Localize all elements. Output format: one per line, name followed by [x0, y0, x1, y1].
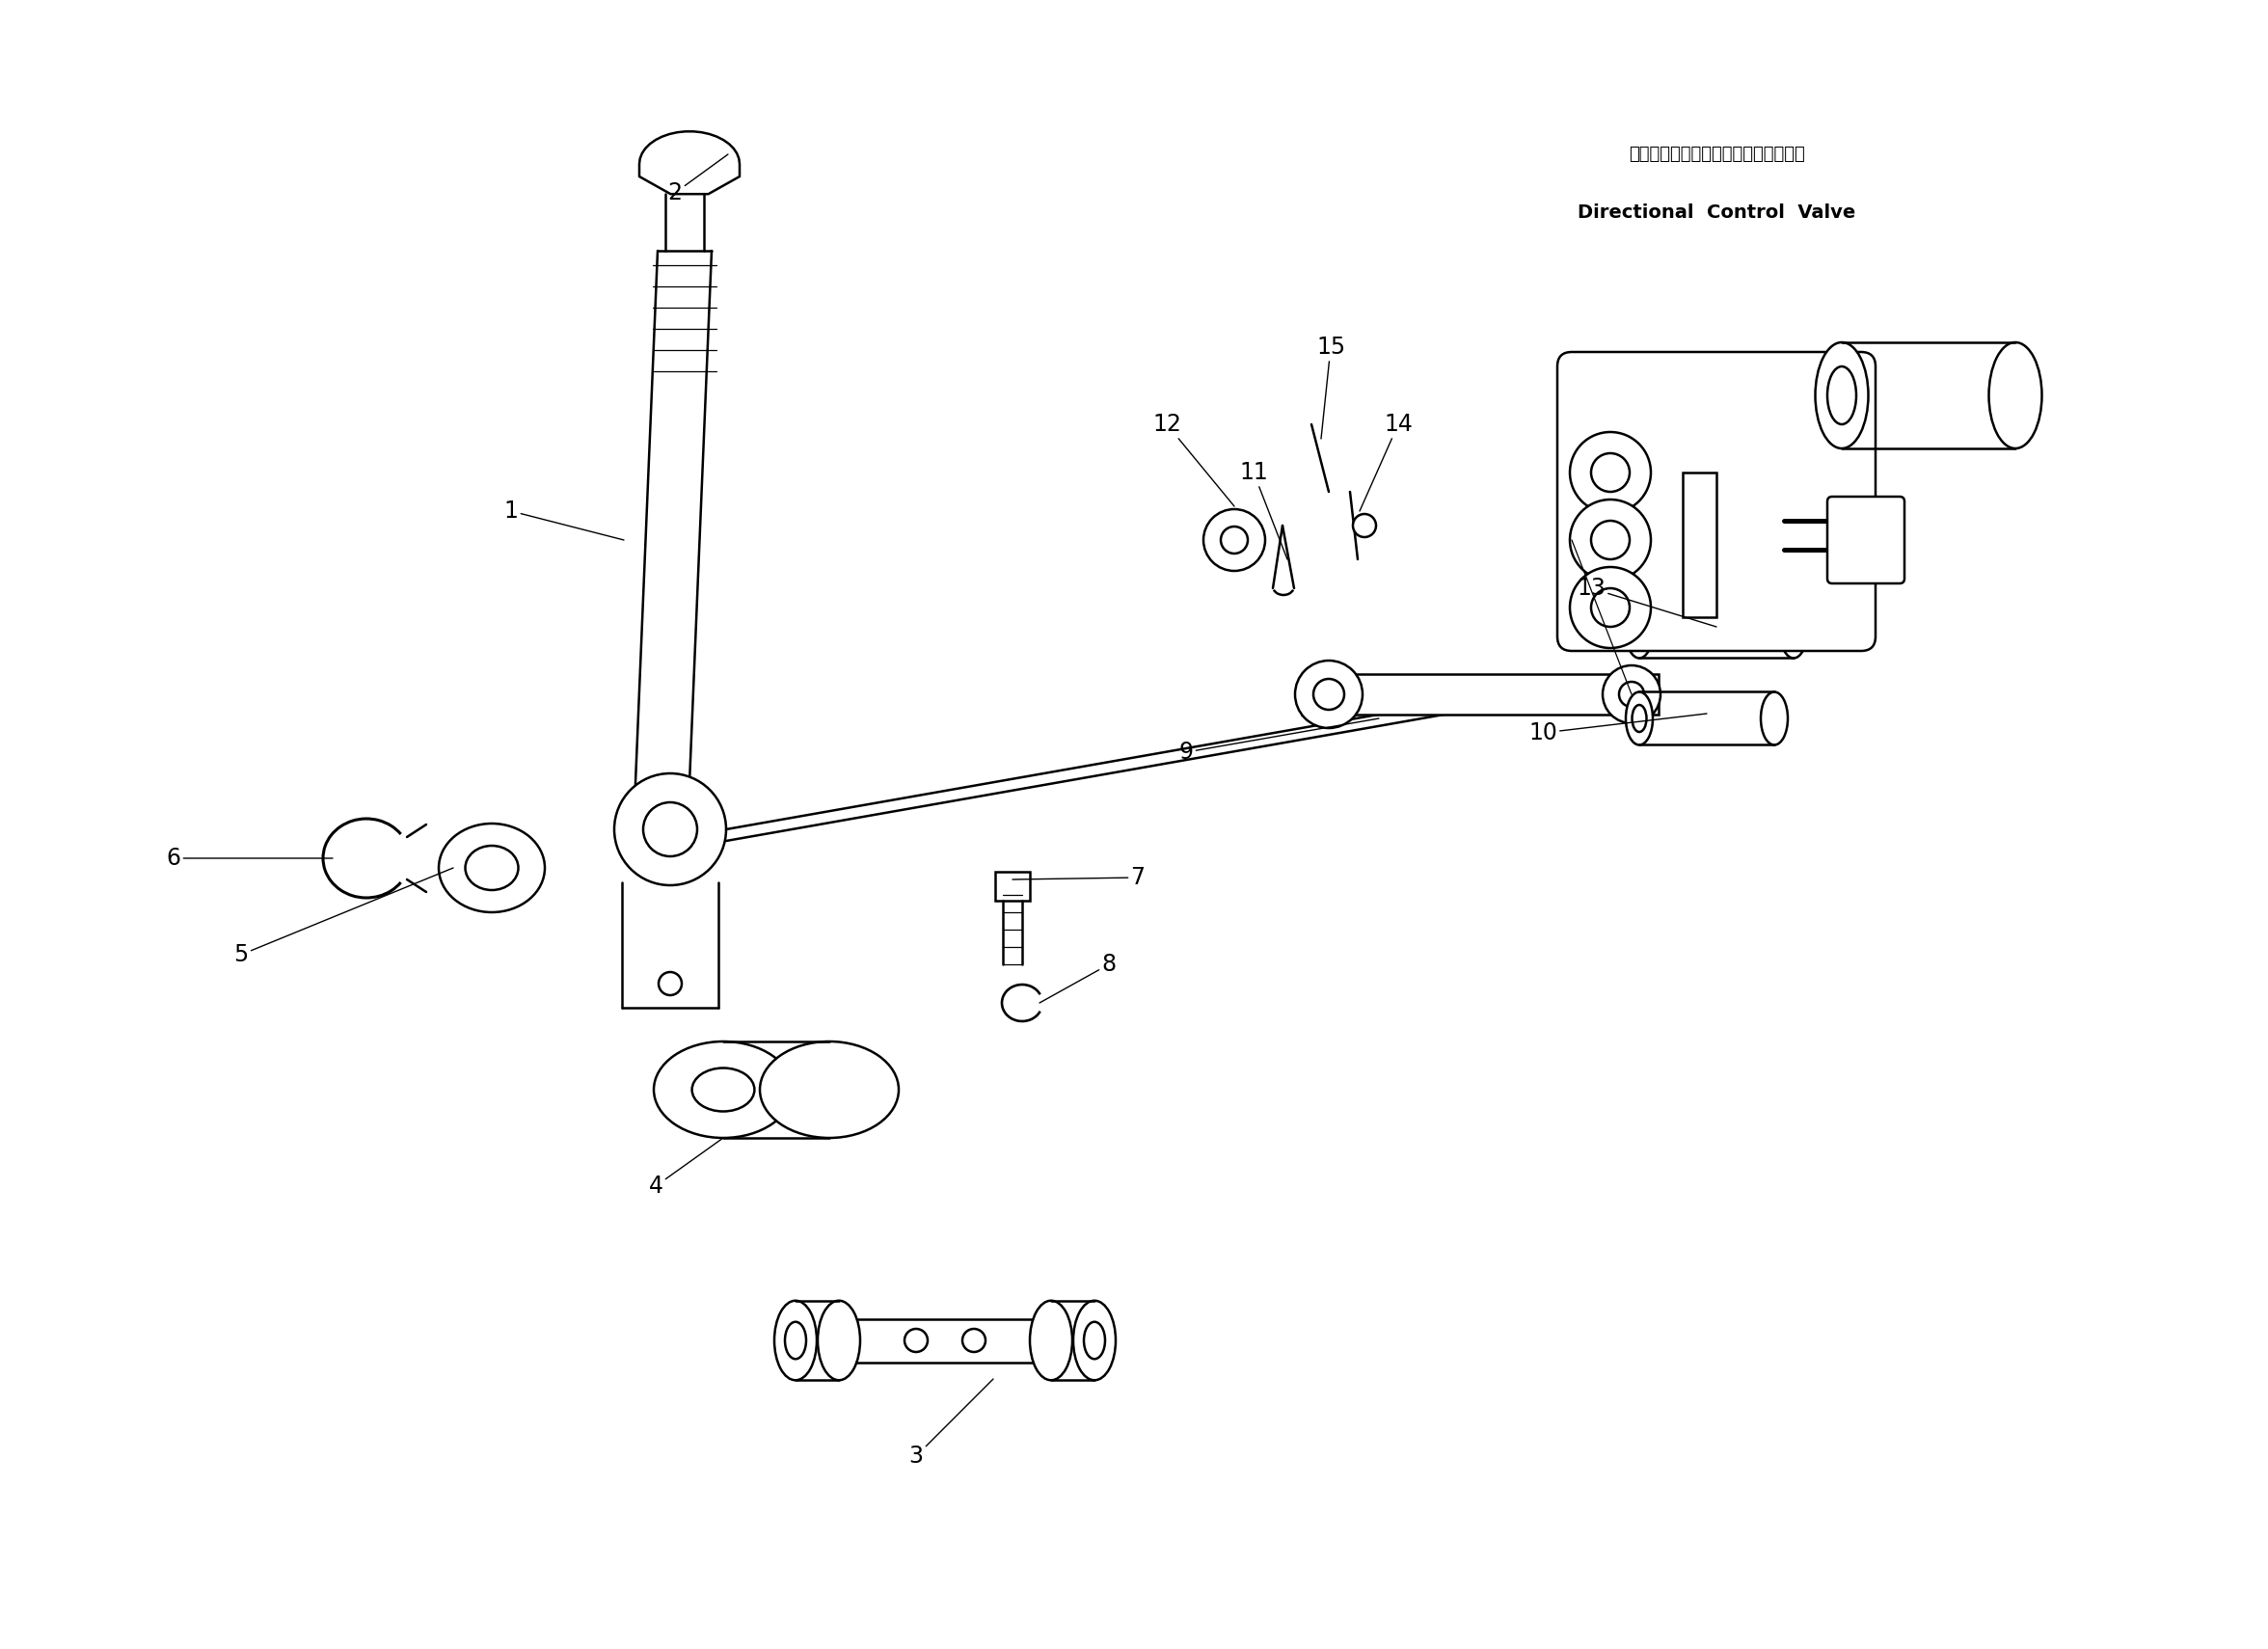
Text: 3: 3 [909, 1379, 993, 1468]
Circle shape [1204, 510, 1266, 571]
Circle shape [1354, 514, 1377, 538]
Ellipse shape [1780, 605, 1808, 658]
Ellipse shape [760, 1042, 898, 1138]
Ellipse shape [1626, 605, 1653, 658]
Circle shape [962, 1329, 987, 1352]
Circle shape [644, 803, 696, 856]
Polygon shape [640, 132, 739, 195]
Bar [1302, 674, 1658, 714]
Circle shape [658, 971, 683, 996]
Text: 15: 15 [1315, 336, 1345, 439]
Circle shape [1569, 567, 1651, 648]
Circle shape [1592, 453, 1631, 491]
Text: 12: 12 [1152, 412, 1234, 506]
Ellipse shape [1760, 693, 1787, 745]
Ellipse shape [1633, 704, 1647, 732]
Ellipse shape [785, 1322, 805, 1359]
Circle shape [1592, 521, 1631, 559]
Ellipse shape [773, 1301, 816, 1380]
Bar [996, 872, 1030, 900]
Ellipse shape [1073, 1301, 1116, 1380]
Circle shape [1295, 661, 1363, 729]
Ellipse shape [692, 1069, 755, 1111]
Ellipse shape [1989, 343, 2041, 449]
Ellipse shape [1814, 343, 1869, 449]
Ellipse shape [465, 846, 519, 890]
Circle shape [1220, 526, 1247, 554]
Circle shape [1592, 589, 1631, 627]
Circle shape [905, 1329, 928, 1352]
Circle shape [1313, 679, 1345, 709]
Ellipse shape [1828, 366, 1855, 424]
Circle shape [1619, 681, 1644, 707]
Ellipse shape [1626, 693, 1653, 745]
Text: 5: 5 [234, 867, 454, 966]
Circle shape [1569, 500, 1651, 580]
Text: 9: 9 [1179, 719, 1379, 763]
Text: 14: 14 [1359, 412, 1413, 511]
Text: 6: 6 [166, 846, 333, 869]
Ellipse shape [653, 1042, 792, 1138]
FancyBboxPatch shape [1828, 496, 1905, 584]
FancyBboxPatch shape [1558, 351, 1876, 651]
Bar [1683, 473, 1717, 617]
Text: 11: 11 [1238, 462, 1288, 559]
Text: 4: 4 [649, 1138, 723, 1197]
Text: Directional  Control  Valve: Directional Control Valve [1579, 203, 1855, 221]
Bar [839, 1319, 1050, 1362]
Text: 1: 1 [503, 500, 624, 539]
Ellipse shape [1030, 1301, 1073, 1380]
Text: 2: 2 [667, 155, 728, 204]
Text: ディレクショナルコントロールバルブ: ディレクショナルコントロールバルブ [1628, 145, 1805, 163]
Circle shape [1569, 432, 1651, 513]
Text: 7: 7 [1012, 866, 1145, 889]
Text: 8: 8 [1039, 953, 1116, 1003]
Circle shape [615, 773, 726, 886]
Text: 13: 13 [1576, 577, 1717, 627]
Ellipse shape [819, 1301, 860, 1380]
Circle shape [1603, 666, 1660, 724]
Ellipse shape [438, 823, 544, 912]
Text: 10: 10 [1529, 714, 1708, 744]
Ellipse shape [1633, 618, 1647, 645]
Ellipse shape [1084, 1322, 1105, 1359]
